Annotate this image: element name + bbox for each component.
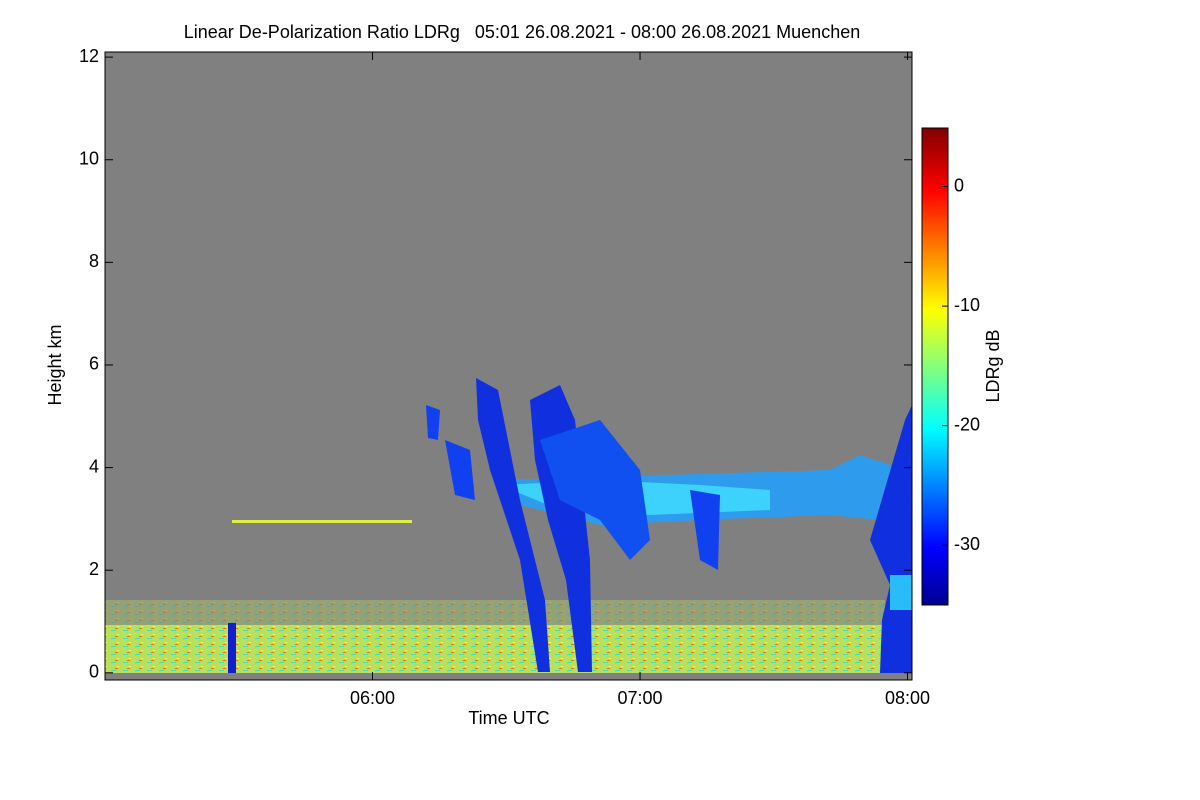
y-axis-label: Height km bbox=[45, 324, 65, 405]
colorbar-tick-label: 0 bbox=[954, 175, 964, 195]
y-tick-label: 2 bbox=[89, 559, 99, 579]
colorbar-tick-label: -20 bbox=[954, 414, 980, 434]
x-tick-label: 08:00 bbox=[885, 688, 930, 708]
y-tick-label: 4 bbox=[89, 456, 99, 476]
heatmap bbox=[105, 52, 912, 680]
colorbar-tick-label: -10 bbox=[954, 295, 980, 315]
y-tick-label: 8 bbox=[89, 251, 99, 271]
colorbar-tick-label: -30 bbox=[954, 534, 980, 554]
chart-title: Linear De-Polarization Ratio LDRg 05:01 … bbox=[184, 22, 860, 42]
colorbar bbox=[921, 127, 949, 606]
y-tick-label: 6 bbox=[89, 354, 99, 374]
x-tick-label: 07:00 bbox=[618, 688, 663, 708]
y-tick-label: 12 bbox=[79, 46, 99, 66]
y-tick-label: 0 bbox=[89, 662, 99, 682]
x-axis-label: Time UTC bbox=[468, 708, 549, 728]
colorbar-label: LDRg dB bbox=[983, 329, 1003, 402]
y-tick-label: 10 bbox=[79, 148, 99, 168]
plot-frame bbox=[104, 51, 913, 681]
x-tick-label: 06:00 bbox=[350, 688, 395, 708]
